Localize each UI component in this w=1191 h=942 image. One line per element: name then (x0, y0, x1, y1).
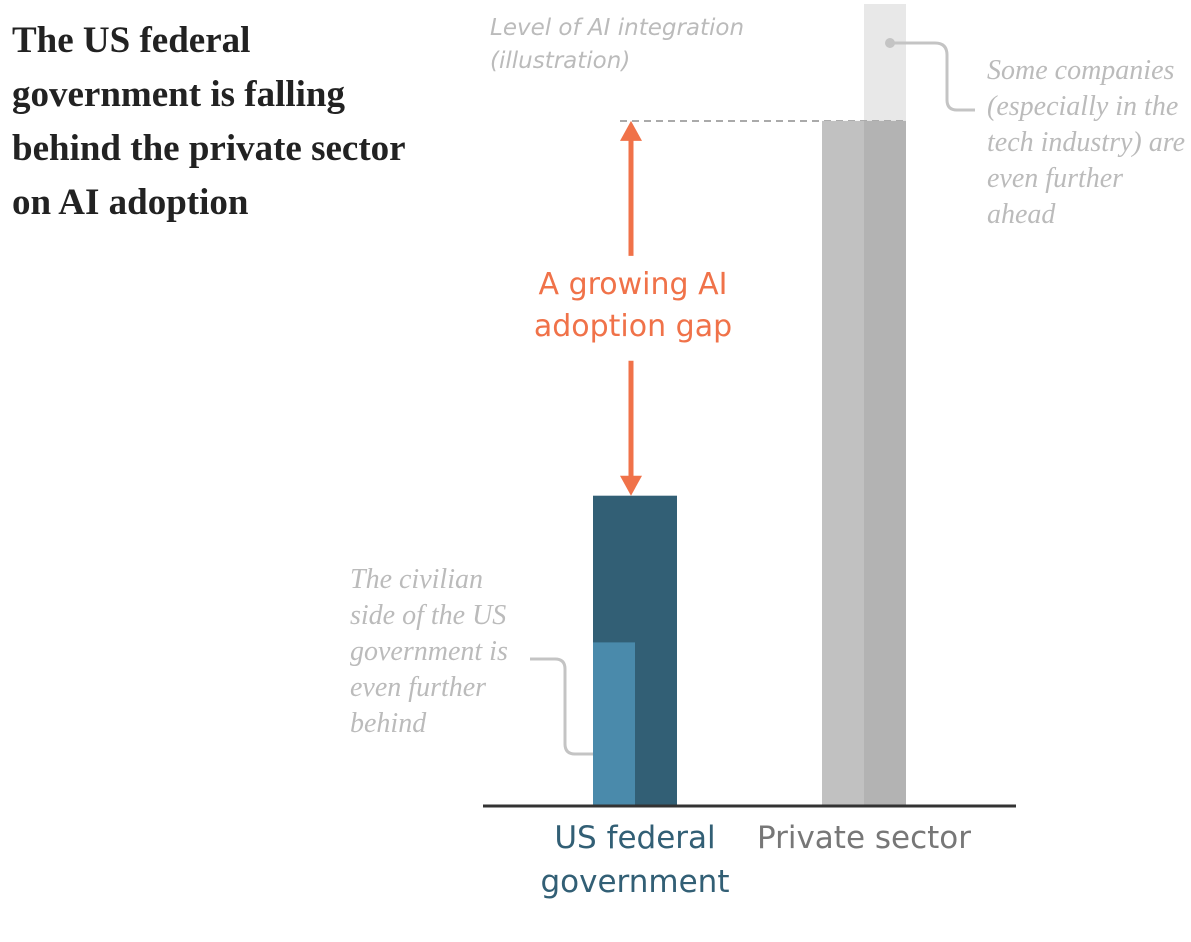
arrowhead (620, 120, 642, 141)
connector (530, 657, 607, 756)
gap-label: A growing AI adoption gap (533, 267, 733, 344)
arrowhead (620, 475, 642, 496)
bar (822, 120, 906, 806)
x-tick-label: US federal government (540, 820, 730, 900)
annotation: Some companies (especially in the tech i… (987, 55, 1186, 230)
x-tick-label: Private sector (756, 820, 972, 856)
annotation: The civilian side of the US government i… (350, 564, 508, 739)
axis-label: Level of AI integration (illustration) (490, 15, 745, 74)
sub-bar (593, 642, 635, 806)
bar-overlap (864, 120, 906, 806)
connector (890, 41, 975, 112)
connector-dot (885, 38, 895, 48)
chart-title: The US federal government is falling beh… (12, 20, 405, 223)
